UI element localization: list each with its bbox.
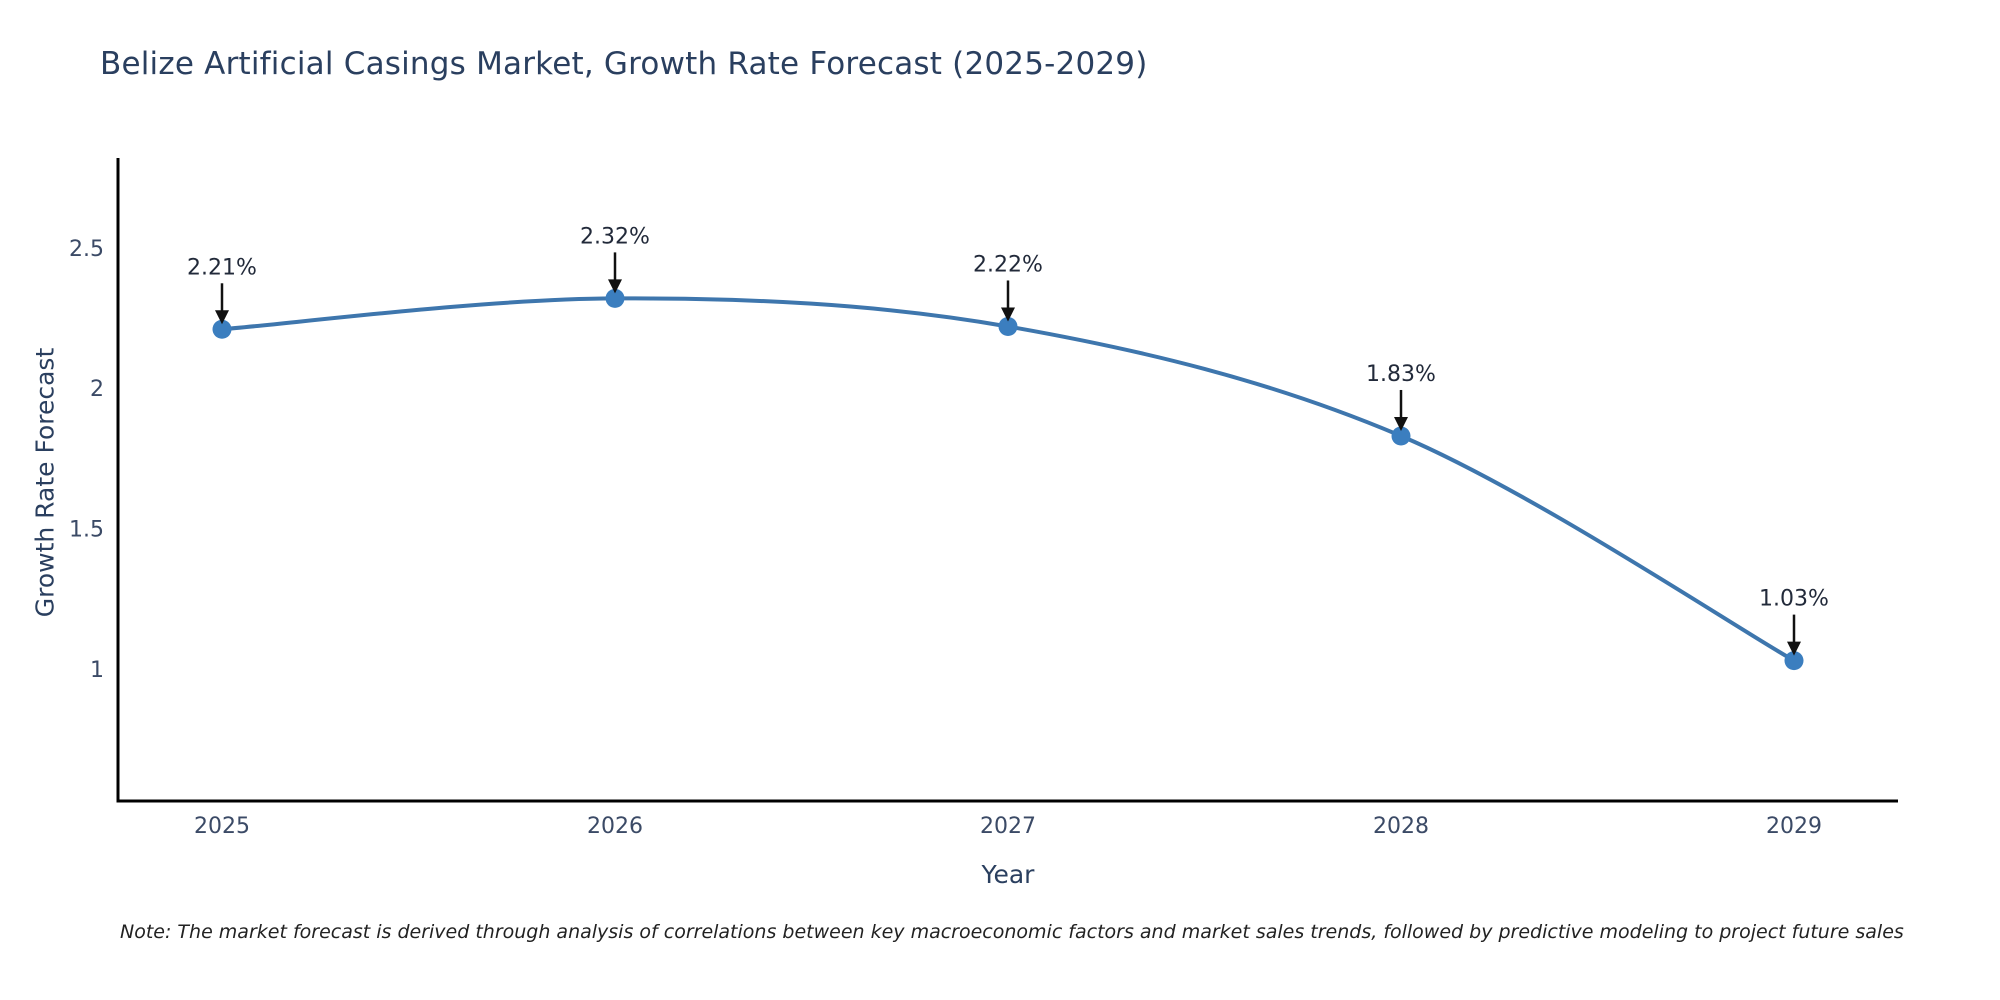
annotation-arrowhead — [1001, 307, 1015, 322]
data-point-label: 2.22% — [973, 252, 1043, 277]
x-tick-label: 2025 — [194, 814, 250, 839]
data-point-marker[interactable] — [605, 288, 625, 308]
y-tick-label: 1.5 — [69, 518, 104, 543]
x-tick-label: 2026 — [587, 814, 643, 839]
x-tick-label: 2029 — [1766, 814, 1822, 839]
y-tick-label: 2 — [90, 377, 104, 402]
x-axis-title: Year — [981, 860, 1035, 889]
annotation-arrowhead — [1394, 416, 1408, 431]
data-point-label: 2.21% — [187, 255, 257, 280]
annotation-arrowhead — [215, 310, 229, 325]
data-point-marker[interactable] — [1784, 651, 1804, 671]
x-tick-label: 2028 — [1373, 814, 1429, 839]
data-point-marker[interactable] — [212, 319, 232, 339]
data-point-marker[interactable] — [1391, 426, 1411, 446]
chart-title: Belize Artificial Casings Market, Growth… — [100, 46, 1148, 82]
y-tick-label: 2.5 — [69, 237, 104, 262]
annotation-arrowhead — [608, 279, 622, 294]
footnote: Note: The market forecast is derived thr… — [120, 921, 1904, 943]
data-point-label: 1.83% — [1366, 362, 1436, 387]
x-tick-label: 2027 — [980, 814, 1036, 839]
data-point-label: 1.03% — [1759, 587, 1829, 612]
forecast-line — [221, 296, 1795, 663]
data-point-label: 2.32% — [580, 224, 650, 249]
annotation-arrowhead — [1787, 641, 1801, 656]
y-tick-label: 1 — [90, 658, 104, 683]
data-point-marker[interactable] — [998, 316, 1018, 336]
